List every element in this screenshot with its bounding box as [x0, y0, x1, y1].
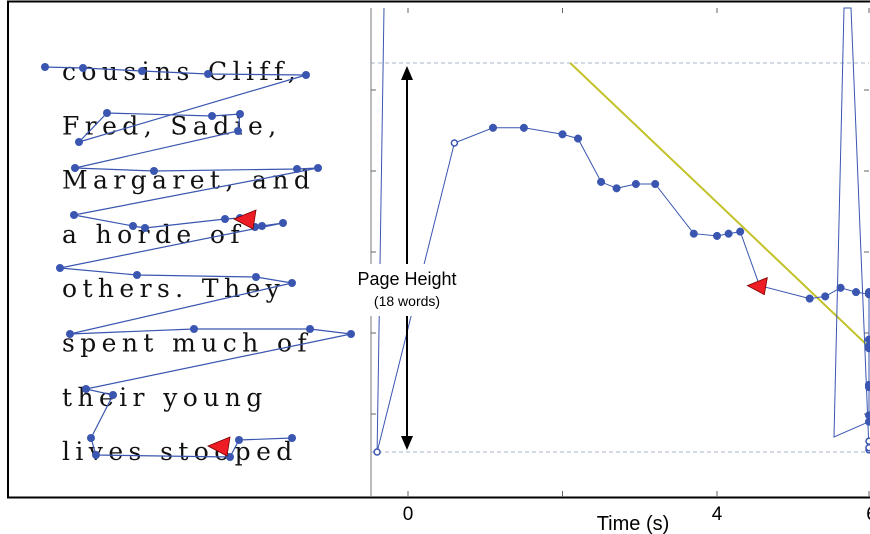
- reading-text-line: lives stooped: [62, 437, 298, 466]
- data-point: [864, 344, 870, 353]
- axis-ticks: [371, 8, 870, 497]
- marker-arrows: [746, 276, 768, 296]
- data-point: [651, 179, 660, 189]
- x-tick-label: 4: [712, 504, 723, 525]
- data-point: [631, 179, 640, 189]
- gaze-fixation: [221, 215, 229, 223]
- data-point: [821, 292, 830, 301]
- page-height-arrow-up-icon: [401, 66, 413, 80]
- data-point: [450, 139, 459, 147]
- gaze-fixation: [109, 391, 117, 399]
- gaze-fixation: [41, 63, 49, 71]
- gaze-fixation: [236, 110, 244, 118]
- gaze-fixation: [347, 330, 355, 338]
- gaze-fixation: [226, 453, 234, 461]
- page-height-annotation: Page Height (18 words): [352, 66, 462, 450]
- reading-text: cousins Cliff,Fred, Sadie,Margaret, anda…: [62, 57, 312, 466]
- data-point: [597, 177, 606, 186]
- x-axis-title: Time (s): [597, 513, 670, 534]
- gaze-fixation: [279, 219, 287, 227]
- data-point: [612, 184, 621, 193]
- annotation-label: Page Height: [357, 269, 456, 289]
- gaze-fixation: [138, 67, 146, 75]
- gaze-fixation: [79, 64, 87, 72]
- gaze-arrow-icon: [233, 209, 257, 230]
- gaze-fixation: [75, 138, 83, 146]
- gaze-fixation: [204, 70, 212, 78]
- gaze-fixation: [314, 164, 322, 172]
- chart-panel: Page Height (18 words) 0468 Time (s): [352, 7, 870, 534]
- data-point: [373, 448, 381, 456]
- x-tick-labels: 0468: [403, 504, 870, 525]
- gaze-fixation: [129, 222, 137, 230]
- data-point: [851, 288, 861, 297]
- gaze-fixation: [302, 71, 310, 79]
- reading-text-line: a horde of: [62, 220, 245, 249]
- x-tick-label: 6: [866, 504, 870, 525]
- data-point: [488, 123, 498, 132]
- reading-text-line: spent much of: [62, 329, 312, 358]
- data-point: [805, 294, 814, 303]
- data-point: [724, 229, 733, 238]
- gaze-fixation: [234, 127, 242, 135]
- gaze-fixation: [252, 273, 260, 281]
- reading-text-line: others. They: [62, 274, 285, 303]
- gaze-arrows: [207, 209, 257, 457]
- gaze-fixation: [71, 164, 79, 172]
- trend-line-segment: [569, 62, 870, 350]
- data-point: [519, 123, 528, 132]
- reference-lines: [371, 62, 869, 453]
- data-series: [373, 7, 870, 456]
- annotation-sublabel: (18 words): [374, 293, 440, 309]
- annotation-label-bg: [352, 264, 462, 316]
- reading-panel: cousins Cliff,Fred, Sadie,Margaret, anda…: [41, 57, 355, 466]
- gaze-fixation: [87, 434, 95, 442]
- data-point: [865, 437, 870, 445]
- gaze-arrow-icon: [207, 436, 231, 457]
- reading-text-line: cousins Cliff,: [62, 57, 301, 86]
- gaze-fixation: [258, 222, 266, 230]
- gaze-fixation: [288, 279, 296, 287]
- gaze-fixation: [70, 211, 78, 219]
- series-line: [376, 7, 870, 453]
- gaze-fixation: [306, 325, 314, 333]
- data-point: [558, 130, 567, 139]
- gaze-fixation: [82, 385, 90, 393]
- gaze-fixation: [190, 325, 198, 333]
- gaze-fixation: [293, 165, 301, 173]
- gaze-fixation: [150, 167, 158, 175]
- gaze-fixation: [92, 451, 100, 459]
- gaze-fixation: [66, 330, 74, 338]
- marker-arrow-icon: [746, 276, 768, 296]
- data-point: [864, 383, 870, 392]
- trend-line: [569, 62, 870, 350]
- gaze-fixation: [235, 436, 243, 444]
- data-point: [865, 443, 870, 452]
- gaze-fixation: [56, 264, 64, 272]
- data-point: [864, 417, 870, 426]
- page-height-arrow-down-icon: [401, 436, 413, 450]
- data-point: [736, 227, 745, 236]
- gaze-fixation: [103, 109, 111, 117]
- data-point: [836, 283, 845, 292]
- data-point: [712, 231, 722, 240]
- data-point: [573, 134, 583, 143]
- gaze-fixation: [208, 112, 216, 120]
- gaze-fixation: [133, 271, 141, 279]
- figure-frame: [7, 0, 870, 499]
- data-point: [864, 290, 870, 299]
- data-point: [689, 229, 698, 238]
- gaze-fixation: [288, 434, 296, 442]
- x-tick-label: 0: [403, 504, 414, 525]
- gaze-fixation: [141, 224, 149, 232]
